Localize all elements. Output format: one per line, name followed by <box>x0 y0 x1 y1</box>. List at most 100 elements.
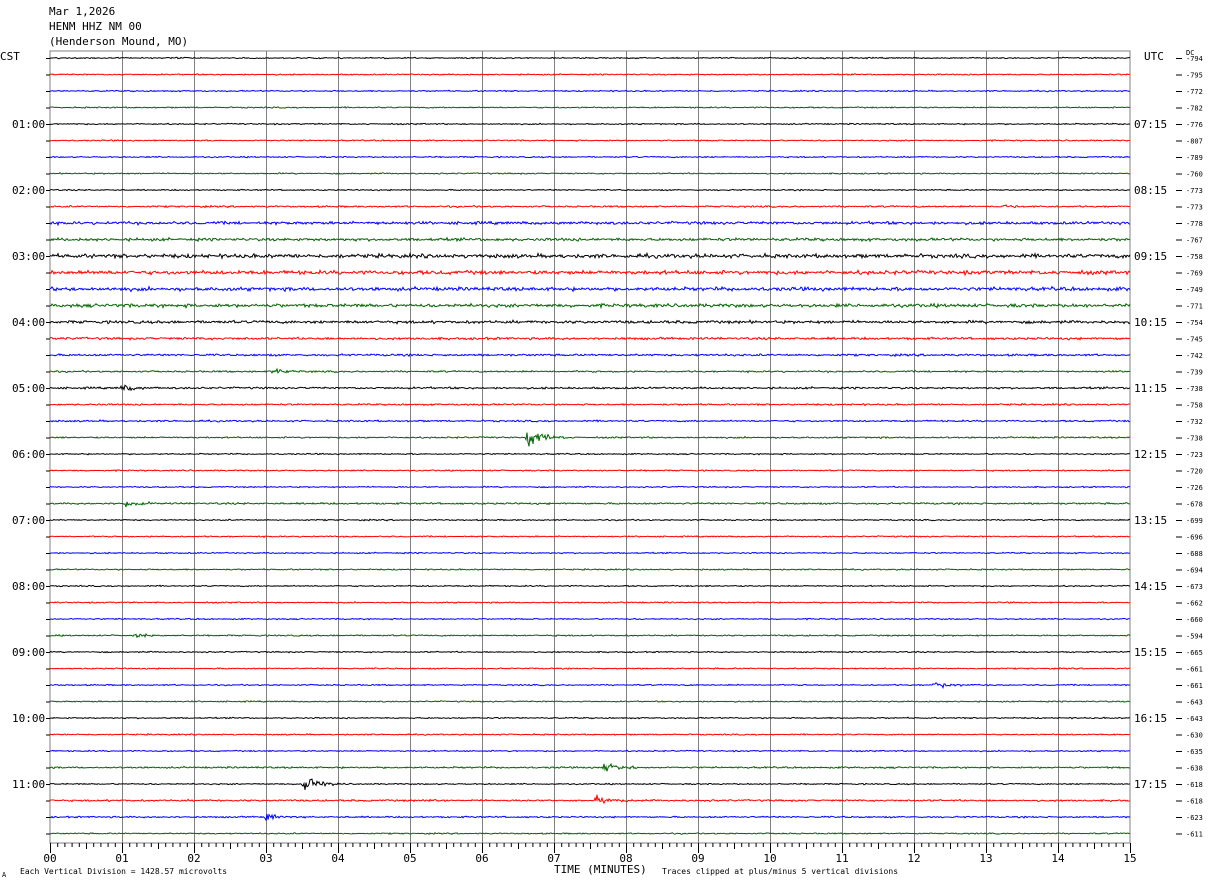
dc-offset-label: -618 <box>1186 781 1203 789</box>
trace-row <box>49 319 1131 325</box>
dc-offset-label: -769 <box>1186 270 1203 278</box>
trace-row <box>49 535 1131 539</box>
left-hour-label: 03:00 <box>12 250 45 263</box>
trace-row <box>49 469 1131 473</box>
dc-offset-label: -767 <box>1186 237 1203 245</box>
dc-offset-label: -754 <box>1186 319 1203 327</box>
dc-offset-label: -660 <box>1186 616 1203 624</box>
x-tick-label: 03 <box>259 852 272 865</box>
x-tick-label: 04 <box>331 852 345 865</box>
dc-offset-label: -742 <box>1186 352 1203 360</box>
x-tick-label: 11 <box>835 852 848 865</box>
x-tick-label: 00 <box>43 852 56 865</box>
dc-offset-label: -720 <box>1186 468 1203 476</box>
dc-offset-label: -773 <box>1186 204 1203 212</box>
trace-row <box>49 762 1131 772</box>
trace-row <box>49 551 1131 555</box>
dc-offset-label: -723 <box>1186 451 1203 459</box>
right-timezone-label: UTC <box>1144 50 1164 63</box>
trace-row <box>49 155 1131 159</box>
trace-row <box>49 336 1131 341</box>
trace-row <box>49 794 1131 805</box>
x-tick-label: 01 <box>115 852 128 865</box>
trace-row <box>49 139 1131 143</box>
trace-row <box>49 633 1131 639</box>
dc-offset-label: -661 <box>1186 682 1203 690</box>
x-tick-label: 10 <box>763 852 776 865</box>
trace-row <box>49 384 1131 392</box>
x-tick-label: 08 <box>619 852 632 865</box>
trace-row <box>49 500 1131 508</box>
dc-offset-label: -760 <box>1186 171 1203 179</box>
dc-offset-label: -789 <box>1186 154 1203 162</box>
left-hour-label: 04:00 <box>12 316 45 329</box>
left-hour-label: 07:00 <box>12 514 45 527</box>
trace-row <box>49 700 1131 703</box>
left-hour-label: 10:00 <box>12 712 45 725</box>
dc-offset-label: -773 <box>1186 187 1203 195</box>
trace-row <box>49 813 1131 822</box>
dc-offset-label: -661 <box>1186 666 1203 674</box>
trace-row <box>50 584 1131 588</box>
left-hour-label: 06:00 <box>12 448 45 461</box>
right-hour-label: 17:15 <box>1134 778 1167 791</box>
right-hour-label: 14:15 <box>1134 580 1167 593</box>
right-hour-label: 15:15 <box>1134 646 1167 659</box>
dc-offset-label: -638 <box>1186 765 1203 773</box>
left-hour-label: 11:00 <box>12 778 45 791</box>
right-hour-label: 13:15 <box>1134 514 1167 527</box>
station-label: HENM HHZ NM 00 <box>49 20 142 33</box>
dc-offset-label: -643 <box>1186 715 1203 723</box>
x-tick-label: 06 <box>475 852 488 865</box>
dc-offset-label: -758 <box>1186 402 1203 410</box>
trace-row <box>49 650 1131 654</box>
trace-row <box>49 106 1131 109</box>
x-tick-label: 07 <box>547 852 560 865</box>
trace-row <box>49 432 1131 447</box>
dc-offset-label: -665 <box>1186 649 1203 657</box>
dc-offset-label: -758 <box>1186 253 1203 261</box>
right-hour-label: 09:15 <box>1134 250 1167 263</box>
dc-offset-label: -594 <box>1186 633 1203 641</box>
left-hour-label: 05:00 <box>12 382 45 395</box>
trace-row <box>49 485 1131 489</box>
dc-offset-label: -618 <box>1186 798 1203 806</box>
dc-offset-label: -739 <box>1186 369 1203 377</box>
trace-row <box>49 716 1131 720</box>
right-hour-label: 10:15 <box>1134 316 1167 329</box>
right-hour-label: 11:15 <box>1134 382 1167 395</box>
trace-row <box>49 352 1131 358</box>
left-hour-label: 02:00 <box>12 184 45 197</box>
trace-row <box>49 419 1131 423</box>
trace-row <box>49 89 1131 93</box>
trace-row <box>49 732 1131 736</box>
dc-offset-label: -782 <box>1186 105 1203 113</box>
trace-row <box>49 56 1131 60</box>
right-hour-label: 07:15 <box>1134 118 1167 131</box>
trace-row <box>49 600 1131 604</box>
trace-row <box>49 73 1131 76</box>
trace-row <box>49 188 1131 192</box>
trace-row <box>49 749 1131 753</box>
trace-row <box>49 452 1131 456</box>
dc-offset-label: -699 <box>1186 517 1203 525</box>
right-hour-label: 08:15 <box>1134 184 1167 197</box>
trace-row <box>49 302 1131 310</box>
left-hour-label: 09:00 <box>12 646 45 659</box>
date-label: Mar 1,2026 <box>49 5 116 18</box>
dc-offset-label: -738 <box>1186 385 1203 393</box>
dc-offset-label: -778 <box>1186 220 1203 228</box>
dc-offset-label: -630 <box>1186 732 1203 740</box>
trace-row <box>49 172 1131 175</box>
trace-row <box>49 122 1131 126</box>
left-timezone-label: CST <box>0 50 20 63</box>
x-tick-label: 14 <box>1051 852 1065 865</box>
trace-row <box>49 236 1131 243</box>
x-tick-label: 12 <box>907 852 920 865</box>
trace-row <box>49 567 1131 571</box>
dc-offset-label: -771 <box>1186 303 1203 311</box>
plot-frame <box>49 50 1131 844</box>
clip-note: Traces clipped at plus/minus 5 vertical … <box>662 867 899 876</box>
trace-row <box>49 220 1131 227</box>
